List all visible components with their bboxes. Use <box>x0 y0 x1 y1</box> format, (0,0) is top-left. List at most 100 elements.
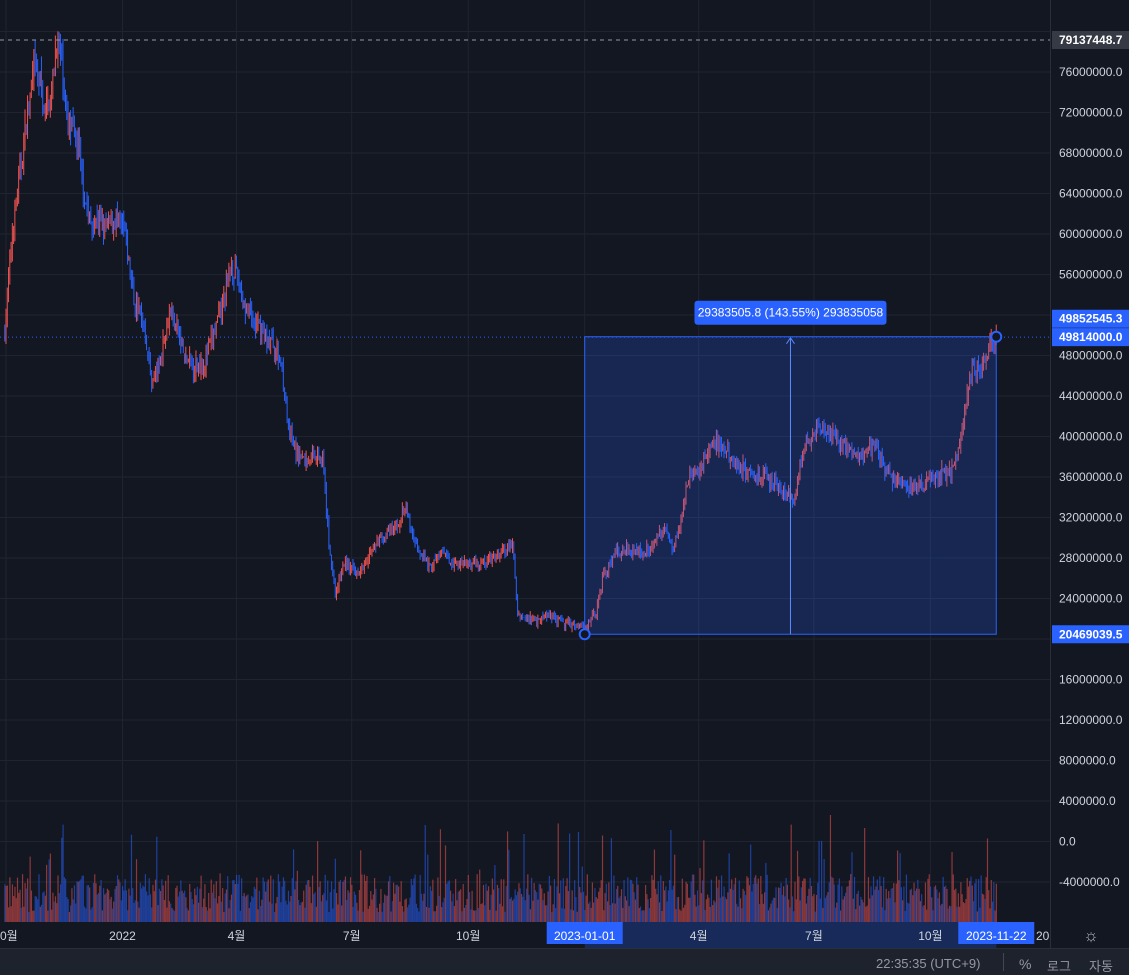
volume-bar <box>790 824 792 922</box>
volume-bar <box>972 901 975 922</box>
volume-bar <box>625 900 628 922</box>
volume-bar <box>348 892 350 922</box>
volume-bar <box>392 882 395 922</box>
volume-bar <box>419 874 421 922</box>
volume-bar <box>417 907 419 922</box>
y-tick-label: 76000000.0 <box>1059 65 1123 79</box>
volume-bar <box>905 874 908 922</box>
volume-bar <box>443 897 445 922</box>
volume-bar <box>493 889 495 922</box>
volume-bar <box>382 902 385 922</box>
current-price-tag: 49814000.0 <box>1059 330 1123 344</box>
volume-bar <box>955 888 957 922</box>
volume-bar <box>219 873 221 922</box>
y-tick-label: 4000000.0 <box>1059 794 1116 808</box>
volume-bar <box>912 895 914 922</box>
volume-bar <box>68 911 71 922</box>
volume-bar <box>761 894 763 922</box>
volume-bar <box>225 889 228 922</box>
volume-bar <box>286 904 288 922</box>
volume-bar <box>415 903 417 922</box>
volume-bar <box>476 874 478 922</box>
volume-bar <box>90 909 92 922</box>
volume-bar <box>211 892 214 922</box>
volume-bar <box>967 886 970 922</box>
volume-bar <box>77 881 79 922</box>
volume-bar <box>804 878 806 922</box>
volume-bar <box>148 878 150 922</box>
volume-bar <box>159 891 162 922</box>
volume-bar <box>619 896 621 922</box>
percent-scale-button[interactable]: % <box>1019 956 1032 972</box>
volume-bar <box>914 890 916 922</box>
volume-bar <box>903 886 905 922</box>
volume-bar <box>703 840 705 922</box>
volume-bar <box>214 898 216 922</box>
volume-bar <box>441 907 443 922</box>
volume-bar <box>406 907 409 922</box>
volume-bar <box>23 906 25 922</box>
volume-bar <box>948 905 951 922</box>
y-tick-label: 68000000.0 <box>1059 146 1123 160</box>
volume-bar <box>433 911 435 922</box>
volume-bar <box>660 875 662 922</box>
price-axis[interactable]: 76000000.0 72000000.0 68000000.0 64000000.0… <box>1050 0 1129 922</box>
x-tick-label: 2022 <box>109 929 136 943</box>
volume-bar <box>671 889 673 922</box>
volume-bar <box>363 874 366 922</box>
volume-bar <box>891 888 894 922</box>
volume-bar <box>35 896 38 922</box>
time-axis[interactable]: 0월 2022 4월 7월 10월 4월 7월 10월 20 2023-01-01 2023-11-… <box>0 922 1050 948</box>
volume-bar <box>329 892 331 922</box>
volume-bar <box>909 889 911 922</box>
volume-bar <box>411 885 414 922</box>
volume-bar <box>886 898 889 922</box>
volume-bar <box>105 893 107 922</box>
volume-bar <box>962 902 965 922</box>
volume-bar <box>550 885 552 922</box>
volume-bar <box>116 875 119 922</box>
volume-bar <box>978 879 980 922</box>
volume-bar <box>420 893 423 922</box>
volume-bar <box>96 894 98 922</box>
volume-bar <box>487 886 490 922</box>
volume-bar <box>679 909 681 922</box>
measure-tool[interactable]: 29383505.8 (143.55%) 293835058 <box>578 300 1003 641</box>
volume-bar <box>824 897 826 922</box>
volume-bar <box>841 886 843 922</box>
volume-bar <box>451 901 453 922</box>
volume-bar <box>471 890 473 922</box>
auto-scale-button[interactable]: 자동 <box>1089 959 1113 974</box>
volume-bar <box>641 910 643 922</box>
volume-bar <box>336 893 338 922</box>
volume-bar <box>456 900 458 922</box>
volume-bar <box>200 875 202 922</box>
price-chart[interactable]: 29383505.8 (143.55%) 293835058 76000000.… <box>0 0 1129 948</box>
volume-bar <box>642 910 644 922</box>
volume-bar <box>976 911 978 922</box>
volume-bar <box>14 886 16 922</box>
x-tick-label: 4월 <box>690 929 708 943</box>
volume-bar <box>379 903 381 922</box>
volume-bar <box>154 879 157 922</box>
y-tick-label: 0.0 <box>1059 835 1076 849</box>
volume-bar <box>367 908 369 922</box>
log-scale-button[interactable]: 로그 <box>1047 959 1071 974</box>
volume-bar <box>986 838 989 922</box>
volume-bar <box>80 879 82 922</box>
volume-bar <box>234 884 236 922</box>
volume-bar <box>900 887 902 922</box>
volume-bar <box>282 877 285 922</box>
volume-bar <box>694 894 696 922</box>
volume-bar <box>197 902 200 922</box>
volume-bar <box>770 903 772 922</box>
y-tick-label: 8000000.0 <box>1059 754 1116 768</box>
gear-icon[interactable]: ☼ <box>1083 926 1099 945</box>
volume-bar <box>446 883 448 922</box>
volume-bar <box>808 888 810 922</box>
volume-bar <box>103 888 105 922</box>
volume-bar <box>764 892 766 922</box>
volume-bar <box>628 906 630 922</box>
volume-bar <box>261 899 263 922</box>
volume-bar <box>881 907 883 922</box>
